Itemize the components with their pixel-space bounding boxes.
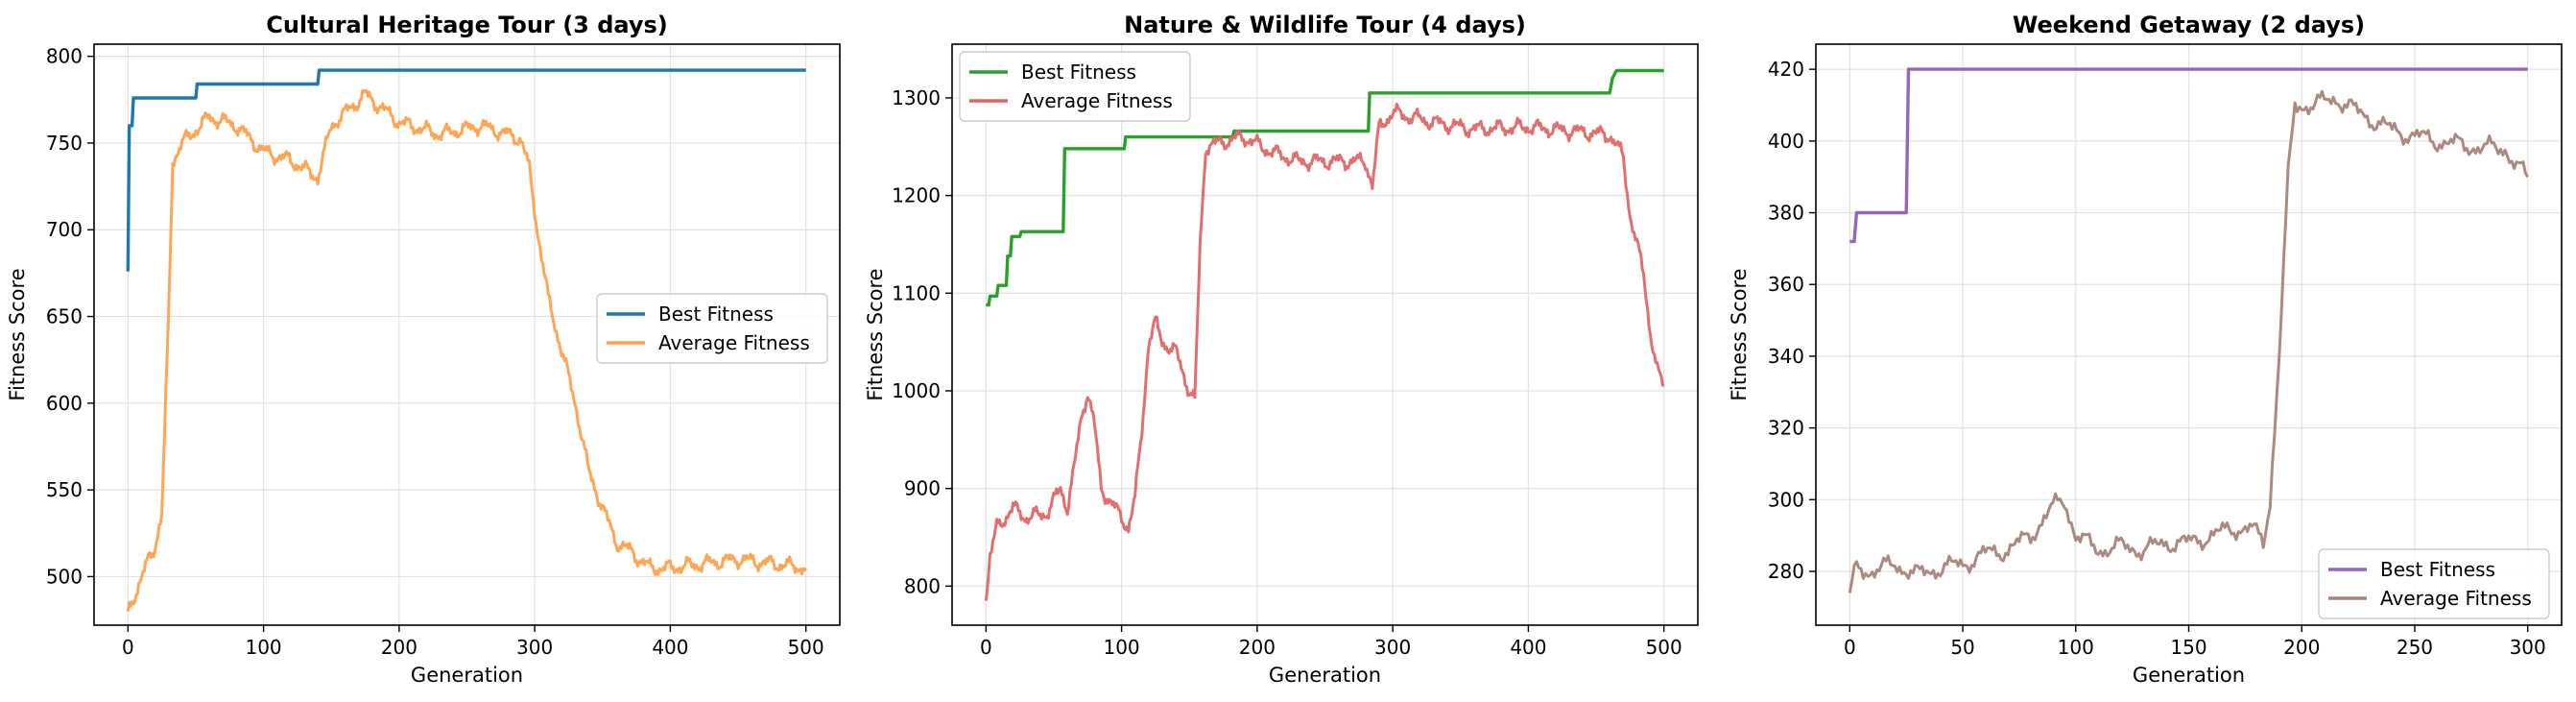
y-tick-label: 360 — [1768, 273, 1804, 296]
x-axis-label: Generation — [411, 664, 523, 687]
y-tick-label: 380 — [1768, 202, 1804, 225]
y-tick-label: 280 — [1768, 560, 1804, 583]
x-tick-label: 300 — [2510, 636, 2546, 659]
legend-entry: Best Fitness — [1021, 61, 1136, 84]
legend-entry: Average Fitness — [658, 331, 810, 354]
series-line-average-fitness — [984, 102, 1665, 601]
chart-panel-2: 0 100 200 300 400 500 800 900 1000 1100 1200 1300 Na… — [864, 12, 1699, 687]
x-tick-label: 50 — [1950, 636, 1974, 659]
y-tick-label: 400 — [1768, 130, 1804, 153]
y-tick-label: 1000 — [892, 379, 941, 402]
y-tick-label: 700 — [46, 218, 83, 241]
legend: Best Fitness Average Fitness — [596, 293, 828, 364]
x-axis-label: Generation — [1269, 664, 1381, 687]
y-tick-label: 650 — [46, 305, 83, 328]
y-tick-label: 800 — [46, 45, 83, 68]
legend: Best Fitness Average Fitness — [2318, 548, 2550, 619]
legend-entry: Best Fitness — [2380, 558, 2495, 581]
y-tick-label: 320 — [1768, 417, 1804, 440]
y-tick-label: 1200 — [892, 184, 941, 207]
y-tick-label: 600 — [46, 392, 83, 415]
y-tick-label: 550 — [46, 478, 83, 501]
y-tick-label: 340 — [1768, 345, 1804, 368]
legend-entry: Average Fitness — [1021, 89, 1173, 112]
legend-box — [2318, 548, 2550, 619]
axes-frame — [93, 43, 841, 626]
y-tick-label: 500 — [46, 565, 83, 588]
x-tick-label: 400 — [652, 636, 688, 659]
x-tick-label: 0 — [1844, 636, 1856, 659]
y-tick-label: 750 — [46, 132, 83, 155]
x-tick-label: 100 — [2058, 636, 2094, 659]
y-tick-label: 1100 — [892, 281, 941, 304]
legend-box — [596, 293, 828, 364]
series-line-average-fitness — [1848, 89, 2529, 593]
y-axis-label: Fitness Score — [1728, 268, 1751, 400]
legend-entry: Average Fitness — [2380, 587, 2532, 610]
y-tick-label: 800 — [904, 574, 941, 597]
x-tick-label: 0 — [122, 636, 134, 659]
x-tick-label: 250 — [2397, 636, 2433, 659]
chart-title: Weekend Getaway (2 days) — [2013, 12, 2365, 38]
series-line-best-fitness — [126, 68, 806, 272]
x-tick-label: 500 — [1646, 636, 1682, 659]
y-tick-label: 300 — [1768, 488, 1804, 511]
x-tick-label: 200 — [1239, 636, 1276, 659]
x-tick-label: 200 — [2283, 636, 2320, 659]
legend-box — [959, 51, 1191, 122]
x-tick-label: 500 — [788, 636, 824, 659]
series-line-best-fitness — [986, 68, 1664, 307]
x-tick-label: 300 — [516, 636, 553, 659]
axes-frame — [951, 43, 1699, 626]
x-tick-label: 100 — [245, 636, 281, 659]
chart-title: Nature & Wildlife Tour (4 days) — [1124, 12, 1526, 38]
series-line-average-fitness — [126, 88, 807, 612]
y-tick-label: 900 — [904, 477, 941, 500]
legend: Best Fitness Average Fitness — [959, 51, 1191, 122]
x-tick-label: 400 — [1510, 636, 1546, 659]
x-tick-label: 100 — [1103, 636, 1139, 659]
chart-title: Cultural Heritage Tour (3 days) — [266, 12, 668, 38]
legend-entry: Best Fitness — [658, 303, 774, 326]
chart-panel-3: 0 50 100 150 200 250 300 280 300 320 340 360 380 400 4… — [1728, 12, 2563, 687]
x-axis-label: Generation — [2133, 664, 2245, 687]
x-tick-label: 0 — [980, 636, 992, 659]
series-line-best-fitness — [1849, 67, 2528, 244]
y-axis-label: Fitness Score — [6, 268, 29, 400]
y-tick-label: 1300 — [892, 86, 941, 109]
y-axis-label: Fitness Score — [864, 268, 887, 400]
x-tick-label: 300 — [1374, 636, 1411, 659]
y-tick-label: 420 — [1768, 58, 1804, 81]
chart-panel-1: 0 100 200 300 400 500 500 550 600 650 700 750 800 Cul… — [6, 12, 841, 687]
x-tick-label: 200 — [381, 636, 417, 659]
x-tick-label: 150 — [2170, 636, 2206, 659]
